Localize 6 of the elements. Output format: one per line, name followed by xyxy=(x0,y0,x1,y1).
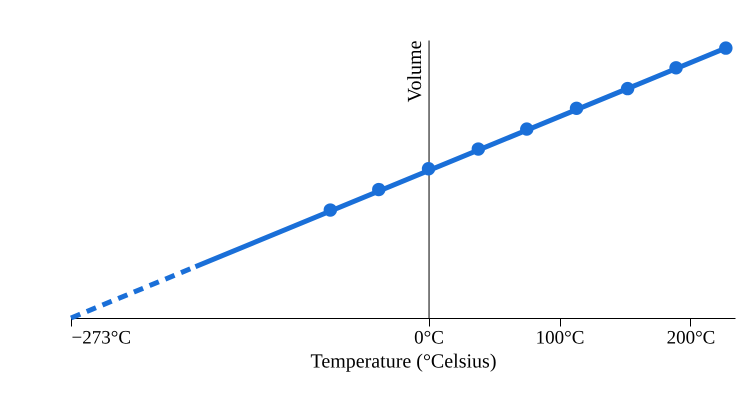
x-tick-label: −273°C xyxy=(72,328,131,348)
x-tick-label: 100°C xyxy=(536,328,584,348)
x-tick-label: 200°C xyxy=(666,328,716,348)
x-tick-label: 0°C xyxy=(414,328,444,348)
y-axis-title: Volume xyxy=(404,40,426,102)
x-axis-title: Temperature (°Celsius) xyxy=(310,350,496,372)
